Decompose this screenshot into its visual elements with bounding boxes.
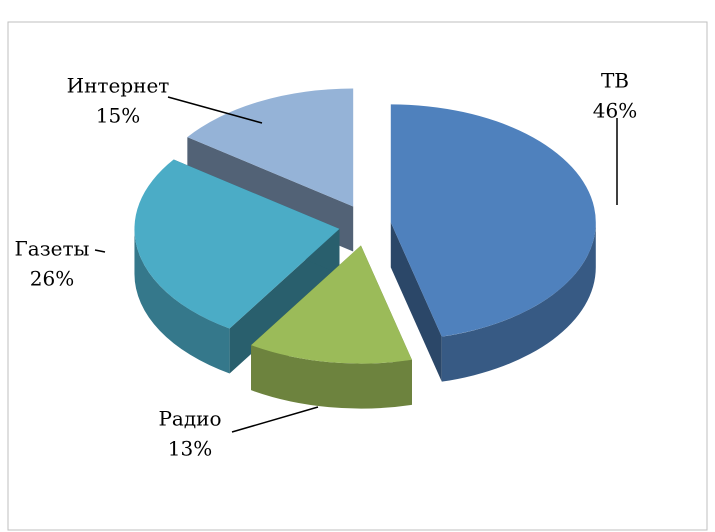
slice-top bbox=[251, 245, 412, 364]
leader-line bbox=[167, 96, 263, 124]
slice-side bbox=[134, 228, 230, 374]
slice-top bbox=[187, 88, 354, 207]
slice-value: 13% bbox=[168, 437, 212, 461]
slice-top bbox=[390, 104, 596, 337]
slice-wall bbox=[229, 228, 340, 374]
slice-label: Газеты bbox=[15, 237, 90, 261]
slice-value: 15% bbox=[96, 104, 140, 128]
slice bbox=[251, 245, 412, 409]
leader-line bbox=[94, 249, 106, 253]
slice-label: ТВ bbox=[601, 69, 629, 93]
slice bbox=[390, 104, 596, 382]
slice bbox=[134, 159, 340, 374]
slice-wall bbox=[390, 222, 442, 382]
leader-line bbox=[231, 406, 319, 433]
slice-value: 26% bbox=[30, 267, 74, 291]
slice-side bbox=[251, 345, 412, 409]
slice-top bbox=[134, 159, 340, 329]
slice-label: Радио bbox=[158, 407, 221, 431]
slice-label: Интернет bbox=[67, 74, 170, 98]
slice-value: 46% bbox=[593, 99, 637, 123]
slice-side bbox=[441, 222, 596, 382]
